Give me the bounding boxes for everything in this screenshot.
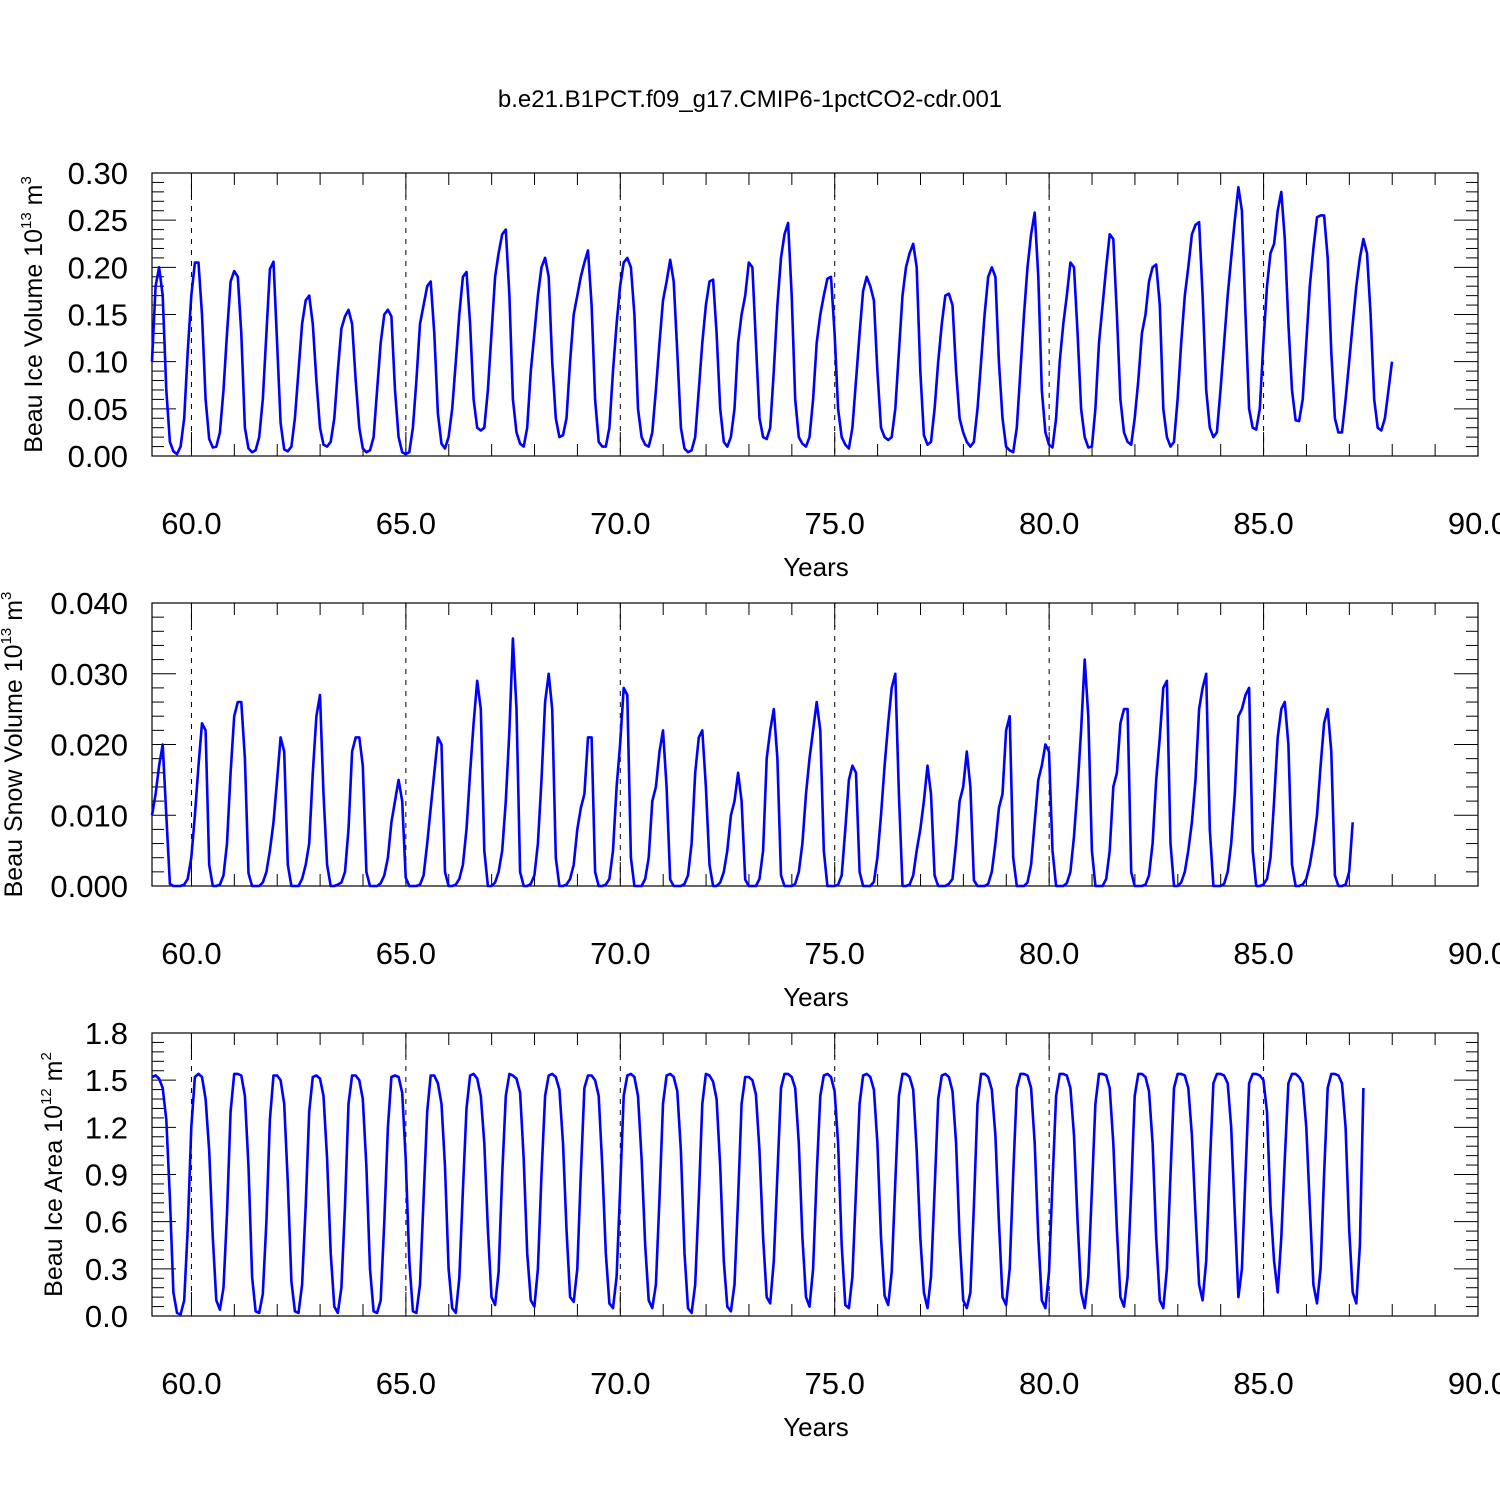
panel-1: 0.00 0.05 0.10 0.15 0.20 0.25 0.30 60.0 65.0 70.0… (18, 156, 1500, 582)
y-axis-label-superscript: 13 (18, 212, 35, 229)
panel-2: 0.000 0.010 0.020 0.030 0.040 60.0 65.0 70.0 75.… (0, 586, 1500, 1012)
x-tick-label: 85.0 (1233, 936, 1293, 971)
figure-title: b.e21.B1PCT.f09_g17.CMIP6-1pctCO2-cdr.00… (498, 86, 1002, 113)
x-tick-label: 70.0 (590, 1366, 650, 1401)
y-axis-label: Beau Ice Area 1012 m2 (38, 1052, 68, 1297)
x-tick-label: 90.0 (1448, 506, 1500, 541)
x-tick-label: 70.0 (590, 936, 650, 971)
plot-frame (151, 602, 1479, 887)
panel-3: 0.0 0.3 0.6 0.9 1.2 1.5 1.8 60.0 65.0 70.0 75.0 80.… (38, 1016, 1500, 1442)
y-axis-label: Beau Snow Volume 1013 m3 (0, 592, 28, 898)
x-tick-label: 60.0 (161, 936, 221, 971)
y-tick-label: 0.15 (68, 298, 128, 333)
y-axis-label: Beau Ice Volume 1013 m3 (18, 176, 48, 453)
y-axis-label-part: m (20, 185, 48, 213)
y-axis-label-part: m (0, 600, 28, 628)
y-tick-label: 0.030 (50, 657, 128, 692)
x-tick-label: 75.0 (805, 1366, 865, 1401)
y-axis-label-superscript: 12 (38, 1088, 55, 1105)
y-tick-label: 0.020 (50, 728, 128, 763)
x-tick-label: 80.0 (1019, 936, 1079, 971)
x-tick-label: 90.0 (1448, 936, 1500, 971)
y-axis-label-part: m (40, 1061, 68, 1089)
x-axis-label: Years (783, 1412, 849, 1442)
y-tick-label: 1.8 (85, 1016, 128, 1051)
y-axis-label-superscript: 13 (0, 628, 15, 645)
x-tick-label: 60.0 (161, 506, 221, 541)
y-tick-label: 0.000 (50, 869, 128, 904)
y-tick-label: 0.05 (68, 392, 128, 427)
x-tick-label: 75.0 (805, 506, 865, 541)
x-tick-label: 80.0 (1019, 1366, 1079, 1401)
y-tick-label: 0.00 (68, 439, 128, 474)
y-axis-label-part: Beau Ice Volume 10 (20, 229, 48, 453)
x-tick-label: 65.0 (376, 1366, 436, 1401)
x-axis-label: Years (783, 982, 849, 1012)
y-tick-label: 0.3 (85, 1252, 128, 1287)
y-tick-label: 0.25 (68, 203, 128, 238)
y-axis-label-part: Beau Snow Volume 10 (0, 644, 28, 897)
y-axis-label-superscript: 3 (18, 176, 35, 184)
y-tick-label: 0.0 (85, 1299, 128, 1334)
y-tick-label: 0.040 (50, 586, 128, 621)
x-tick-label: 75.0 (805, 936, 865, 971)
x-tick-label: 85.0 (1233, 1366, 1293, 1401)
y-axis-label-superscript: 3 (0, 592, 15, 600)
series-line (150, 637, 1354, 888)
y-tick-label: 0.20 (68, 250, 128, 285)
x-tick-label: 65.0 (376, 506, 436, 541)
x-tick-label: 65.0 (376, 936, 436, 971)
x-tick-label: 80.0 (1019, 506, 1079, 541)
y-tick-label: 0.010 (50, 798, 128, 833)
x-tick-label: 90.0 (1448, 1366, 1500, 1401)
y-tick-label: 0.30 (68, 156, 128, 191)
y-tick-label: 0.10 (68, 345, 128, 380)
y-tick-label: 1.5 (85, 1063, 128, 1098)
y-tick-label: 0.9 (85, 1158, 128, 1193)
x-tick-label: 60.0 (161, 1366, 221, 1401)
x-tick-label: 70.0 (590, 506, 650, 541)
y-axis-label-part: Beau Ice Area 10 (40, 1105, 68, 1297)
series-line (151, 1072, 1365, 1316)
series-line (150, 185, 1394, 456)
plot-frame (151, 1032, 1479, 1317)
x-tick-label: 85.0 (1233, 506, 1293, 541)
plot-frame (151, 172, 1479, 457)
y-axis-label-superscript: 2 (38, 1052, 55, 1060)
y-tick-label: 1.2 (85, 1110, 128, 1145)
y-tick-label: 0.6 (85, 1205, 128, 1240)
x-axis-label: Years (783, 552, 849, 582)
